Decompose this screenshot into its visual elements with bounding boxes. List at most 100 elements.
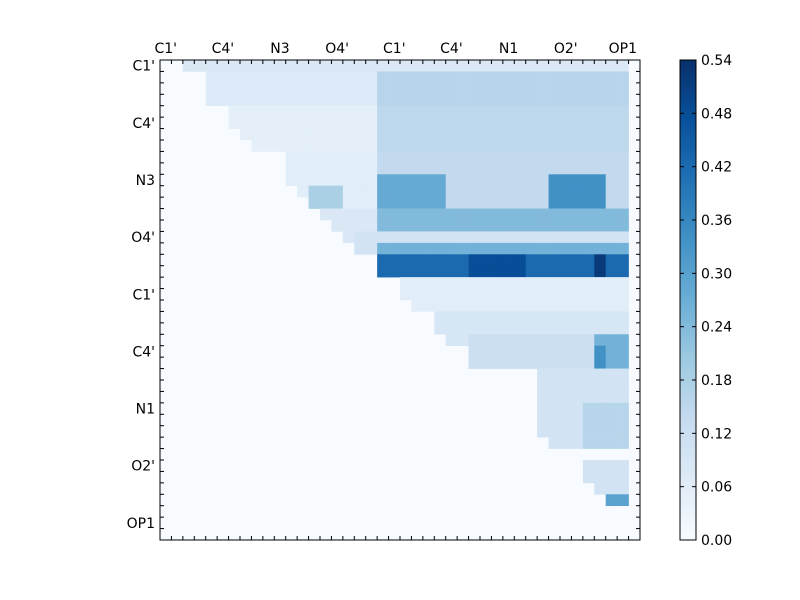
heatmap-cell: [548, 277, 561, 289]
heatmap-cell: [617, 208, 629, 221]
heatmap-cell: [548, 162, 561, 175]
heatmap-cell: [502, 322, 515, 335]
heatmap-cell: [434, 60, 447, 72]
heatmap-cell: [388, 220, 401, 232]
heatmap-cell: [594, 231, 607, 244]
y-tick-label: N3: [136, 173, 155, 189]
heatmap-cell: [537, 94, 549, 107]
heatmap-cell: [537, 334, 549, 347]
heatmap-cell: [285, 140, 298, 152]
heatmap-cell: [342, 220, 355, 232]
heatmap-cell: [240, 60, 252, 72]
heatmap-cell: [537, 414, 549, 427]
heatmap-cell: [411, 151, 424, 164]
heatmap-cell: [217, 71, 229, 84]
heatmap-cell: [548, 94, 561, 107]
heatmap-cell: [388, 242, 401, 255]
heatmap-cell: [434, 254, 447, 267]
heatmap-cell: [251, 82, 264, 95]
heatmap-cell: [285, 71, 298, 84]
heatmap-cell: [617, 71, 629, 84]
heatmap-cell: [594, 277, 607, 289]
heatmap-cell: [502, 140, 515, 152]
heatmap-cell: [605, 185, 618, 198]
heatmap-cell: [617, 460, 629, 472]
heatmap-cell: [457, 128, 469, 141]
heatmap-cell: [354, 162, 367, 175]
heatmap-cell: [377, 242, 389, 255]
heatmap-cell: [491, 357, 504, 369]
heatmap-cell: [582, 391, 595, 404]
heatmap-cell: [605, 60, 618, 72]
heatmap-cell: [228, 60, 241, 72]
heatmap-cell: [411, 242, 424, 255]
heatmap-cell: [537, 288, 549, 301]
heatmap-cell: [434, 231, 447, 244]
heatmap-cell: [548, 391, 561, 404]
heatmap-cell: [342, 185, 355, 198]
heatmap-cell: [468, 82, 481, 95]
heatmap-cell: [594, 345, 607, 358]
heatmap-cell: [480, 322, 492, 335]
heatmap-cell: [228, 94, 241, 107]
heatmap-cell: [445, 82, 458, 95]
heatmap-cell: [377, 151, 389, 164]
heatmap-cell: [468, 185, 481, 198]
heatmap-cell: [571, 322, 584, 335]
heatmap-cell: [548, 242, 561, 255]
heatmap-cell: [582, 242, 595, 255]
heatmap-cell: [525, 128, 538, 141]
heatmap-cell: [251, 94, 264, 107]
heatmap-cell: [525, 265, 538, 278]
heatmap-cell: [560, 254, 572, 267]
heatmap-cell: [468, 151, 481, 164]
heatmap-cell: [308, 94, 321, 107]
heatmap-cell: [582, 208, 595, 221]
heatmap-cell: [605, 208, 618, 221]
heatmap-cell: [525, 71, 538, 84]
heatmap-cell: [594, 71, 607, 84]
heatmap-cell: [502, 117, 515, 129]
heatmap-cell: [445, 105, 458, 118]
heatmap-cell: [548, 105, 561, 118]
heatmap-cell: [468, 231, 481, 244]
heatmap-cell: [354, 174, 367, 187]
heatmap-cell: [342, 197, 355, 209]
heatmap-cell: [480, 185, 492, 198]
heatmap-cell: [491, 231, 504, 244]
heatmap-cell: [365, 231, 378, 244]
heatmap-cell: [297, 71, 309, 84]
heatmap-cell: [582, 185, 595, 198]
heatmap-cell: [411, 254, 424, 267]
heatmap-cell: [445, 265, 458, 278]
heatmap-cell: [594, 425, 607, 438]
heatmap-cell: [480, 71, 492, 84]
heatmap-cell: [457, 311, 469, 324]
heatmap-cell: [548, 368, 561, 381]
heatmap-cell: [594, 105, 607, 118]
heatmap-cell: [525, 60, 538, 72]
heatmap-cell: [422, 94, 435, 107]
heatmap-cell: [388, 60, 401, 72]
heatmap-cell: [468, 300, 481, 312]
heatmap-cell: [320, 197, 332, 209]
heatmap-cell: [377, 197, 389, 209]
heatmap-cell: [480, 174, 492, 187]
heatmap-cell: [228, 71, 241, 84]
heatmap-cell: [400, 151, 412, 164]
heatmap-cell: [388, 71, 401, 84]
heatmap-cell: [320, 151, 332, 164]
heatmap-cell: [468, 128, 481, 141]
heatmap-cell: [320, 140, 332, 152]
heatmap-cell: [331, 60, 344, 72]
heatmap-cell: [297, 140, 309, 152]
heatmap-cell: [320, 71, 332, 84]
heatmap-cell: [502, 208, 515, 221]
heatmap-cell: [480, 151, 492, 164]
heatmap-cell: [537, 380, 549, 392]
heatmap-cell: [411, 140, 424, 152]
heatmap-cell: [297, 94, 309, 107]
heatmap-cell: [457, 208, 469, 221]
heatmap-cell: [468, 220, 481, 232]
heatmap-cell: [582, 151, 595, 164]
